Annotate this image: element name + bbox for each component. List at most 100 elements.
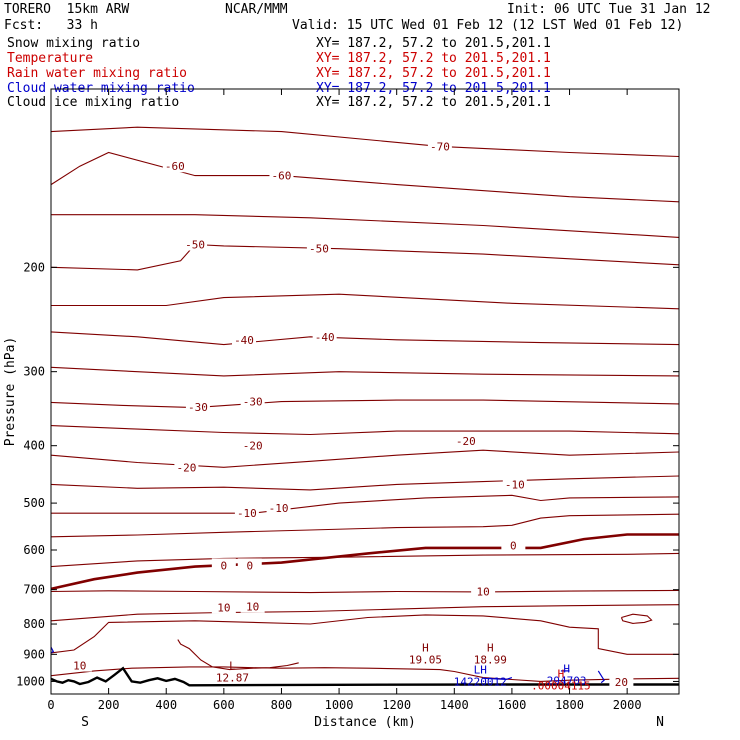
- y-tick-label-0: 200: [23, 260, 45, 274]
- other-contours: [50, 613, 653, 684]
- legend-cloud-ice-xy: XY= 187.2, 57.2 to 201.5,201.1: [316, 95, 551, 110]
- x-tick-label-10: 2000: [613, 698, 642, 712]
- isotherm-minus60-1: [50, 151, 680, 203]
- contour-label-bg-16: [211, 600, 236, 614]
- extremum-symbol-2: L: [229, 660, 236, 673]
- contour-label-bg-1: [183, 237, 208, 251]
- contour-label-bg-18: [471, 584, 496, 598]
- contour-label-bg-19: [67, 658, 92, 672]
- extremum-value-1: 18.99: [474, 653, 507, 666]
- contour-label-22: -60: [165, 160, 185, 173]
- isotherm-minus50-3: [50, 243, 680, 271]
- legend-temperature-xy: XY= 187.2, 57.2 to 201.5,201.1: [316, 51, 551, 66]
- y-tick-label-7: 900: [23, 647, 45, 661]
- extremum-symbol-4: H: [563, 662, 570, 675]
- extremum-value-5: .00004115: [531, 680, 591, 693]
- contour-label-bg-17: [240, 599, 265, 613]
- contour-label-bg-22: [162, 159, 187, 173]
- contour-label-9: -20: [456, 435, 476, 448]
- legend-rain-xy: XY= 187.2, 57.2 to 201.5,201.1: [316, 66, 551, 81]
- model-title: TORERO 15km ARW: [4, 2, 130, 17]
- contour-label-16: 10: [217, 601, 230, 614]
- y-tick-label-8: 1000: [16, 674, 45, 688]
- isotherm-minus35-6: [50, 366, 680, 377]
- terrain-line: [50, 666, 679, 687]
- isotherm-5-14: [50, 552, 680, 568]
- contour-label-21: -70: [430, 140, 450, 153]
- y-tick-label-6: 800: [23, 617, 45, 631]
- legend-snow-name: Snow mixing ratio: [7, 36, 141, 51]
- isotherm-minus15-10: [50, 475, 680, 491]
- x-tick-label-9: 1800: [555, 698, 584, 712]
- x-tick-label-6: 1200: [382, 698, 411, 712]
- extremum-value-3: 14220012: [454, 676, 507, 689]
- contour-labels: -60 -50 -50 -40 -40 -30 -30 -20 -20 -20 -10 -10 -10 0…: [67, 139, 634, 689]
- contour-label-bg-20: [609, 674, 634, 688]
- y-tick-label-5: 700: [23, 583, 45, 597]
- isotherm-minus25-8: [50, 425, 680, 436]
- contour-label-15: 0: [510, 540, 517, 553]
- closed-contour-0: [620, 613, 653, 624]
- contour-label-bg-7: [240, 438, 265, 452]
- x-axis-label: Distance (km): [314, 715, 416, 730]
- isotherm-minus45-4: [51, 293, 680, 310]
- contour-label-20: 20: [615, 676, 628, 689]
- north-label: N: [656, 715, 664, 730]
- x-tick-label-1: 200: [98, 698, 120, 712]
- extremum-value-2: 12.87: [216, 672, 249, 685]
- contour-label-bg-4: [312, 329, 337, 343]
- y-tick-label-3: 500: [23, 496, 45, 510]
- contour-label-1: -50: [185, 238, 205, 251]
- valid-time: Valid: 15 UTC Wed 01 Feb 12 (12 LST Wed …: [292, 18, 684, 33]
- extremum-value-4: 294703: [547, 674, 587, 687]
- south-label: S: [81, 715, 89, 730]
- contour-label-bg-6: [240, 394, 265, 408]
- forecast-hour: Fcst: 33 h: [4, 18, 98, 33]
- contour-label-6: -30: [243, 396, 263, 409]
- isotherm-10-16: [50, 604, 680, 622]
- extremum-value-0: 19.05: [409, 653, 442, 666]
- contour-label-bg-21: [427, 139, 452, 153]
- contour-label-18: 10: [476, 586, 489, 599]
- contour-label-8: -20: [176, 461, 196, 474]
- isotherm-contours: [50, 126, 680, 682]
- contour-label-bg-14: [237, 558, 262, 572]
- contour-label-14: 0: [246, 559, 253, 572]
- x-tick-label-8: 1600: [497, 698, 526, 712]
- terrain-layer: [50, 666, 679, 687]
- isotherm-minus10-11: [51, 494, 680, 514]
- extremum-symbol-5: H: [558, 668, 565, 681]
- cloud-water-contour-3: [50, 646, 55, 654]
- x-tick-label-0: 0: [47, 698, 54, 712]
- isotherm-minus5-12: [50, 513, 680, 538]
- contour-label-2: -50: [309, 243, 329, 256]
- y-axis-label: Pressure (hPa): [3, 337, 18, 447]
- legend-temperature-name: Temperature: [7, 51, 94, 66]
- x-tick-label-7: 1400: [440, 698, 469, 712]
- contour-label-bg-9: [453, 434, 478, 448]
- y-tick-label-4: 600: [23, 543, 45, 557]
- isotherm-minus55-2: [51, 214, 680, 238]
- contour-label-5: -30: [188, 401, 208, 414]
- contour-label-4: -40: [315, 331, 335, 344]
- isotherm-10-15: [50, 589, 680, 594]
- legend-snow-xy: XY= 187.2, 57.2 to 201.5,201.1: [316, 36, 551, 51]
- contour-label-bg-11: [266, 501, 291, 515]
- extremum-symbol-0: H: [422, 641, 429, 654]
- isotherm-minus70-0: [50, 126, 680, 158]
- init-time: Init: 06 UTC Tue 31 Jan 12: [507, 2, 711, 17]
- cloud-water-contour-0: [483, 677, 513, 681]
- isotherm-20-18: [50, 666, 680, 682]
- contour-label-13: 0: [221, 559, 228, 572]
- contour-label-bg-5: [185, 399, 210, 413]
- contour-label-19: 10: [73, 660, 86, 673]
- contour-label-17: 10: [246, 601, 259, 614]
- contour-label-0: -60: [272, 170, 292, 183]
- isotherm-15-17: [50, 614, 679, 655]
- x-tick-label-3: 600: [213, 698, 235, 712]
- legend-cloud-ice-name: Cloud ice mixing ratio: [7, 95, 180, 110]
- cloud-water-contour-1: [597, 670, 605, 684]
- isotherm-0-13: [50, 533, 679, 591]
- x-tick-label-5: 1000: [325, 698, 354, 712]
